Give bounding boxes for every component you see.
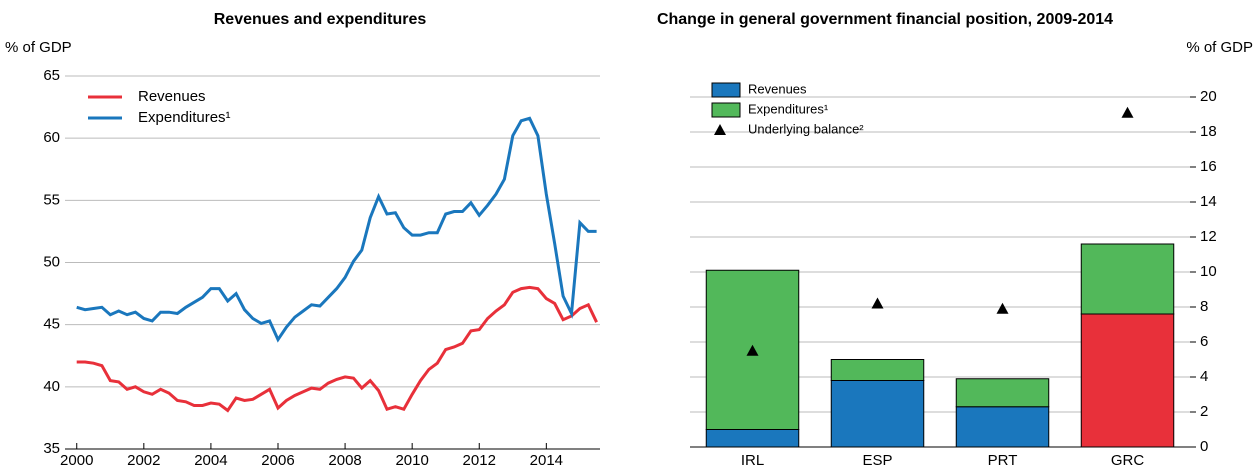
x-tick-label: 2002 — [127, 452, 160, 468]
x-tick-label: 2014 — [530, 452, 563, 468]
y-tick-label: 2 — [1200, 403, 1208, 420]
legend-label: Underlying balance² — [748, 121, 864, 136]
legend-label: Expenditures¹ — [138, 109, 231, 126]
y-tick-label: 40 — [43, 378, 60, 395]
line-series — [76, 116, 597, 343]
x-tick-label: 2006 — [261, 452, 294, 468]
y-tick-label: 0 — [1200, 438, 1208, 455]
y-tick-label: 60 — [43, 129, 60, 146]
bar-segment — [1080, 313, 1175, 448]
x-tick-label: 2010 — [395, 452, 428, 468]
y-tick-label: 8 — [1200, 298, 1208, 315]
legend-label: Revenues — [138, 88, 206, 105]
x-tick-label: 2012 — [463, 452, 496, 468]
y-tick-label: 65 — [43, 67, 60, 84]
x-tick-label: GRC — [1111, 452, 1145, 468]
y-tick-label: 10 — [1200, 263, 1217, 280]
y-tick-label: 14 — [1200, 193, 1217, 210]
x-tick-label: 2000 — [60, 452, 93, 468]
legend-swatch — [711, 102, 741, 118]
y-tick-label: 45 — [43, 316, 60, 333]
marker — [871, 297, 884, 309]
y-tick-label: 20 — [1200, 88, 1217, 105]
x-tick-label: PRT — [988, 452, 1018, 468]
bar-segment — [1080, 243, 1175, 315]
bar-segment — [705, 429, 800, 448]
legend-swatch — [711, 82, 741, 98]
line-series — [76, 285, 598, 413]
y-tick-label: 16 — [1200, 158, 1217, 175]
y-axis-label: % of GDP — [5, 39, 72, 56]
legend-label: Revenues — [748, 81, 807, 96]
y-tick-label: 4 — [1200, 368, 1208, 385]
x-tick-label: IRL — [741, 452, 764, 468]
y-tick-label: 12 — [1200, 228, 1217, 245]
y-axis-label: % of GDP — [1186, 39, 1253, 56]
marker — [746, 344, 759, 356]
y-tick-label: 6 — [1200, 333, 1208, 350]
y-tick-label: 55 — [43, 191, 60, 208]
marker — [1121, 106, 1134, 118]
y-tick-label: 35 — [43, 440, 60, 457]
y-tick-label: 50 — [43, 253, 60, 270]
bar-segment — [830, 359, 925, 381]
chart-title: Change in general government financial p… — [657, 11, 1113, 28]
x-tick-label: 2004 — [194, 452, 227, 468]
bar-segment — [955, 406, 1050, 448]
x-tick-label: 2008 — [328, 452, 361, 468]
bar-segment — [955, 378, 1050, 408]
marker — [996, 302, 1009, 314]
legend-swatch — [714, 124, 726, 135]
legend-label: Expenditures¹ — [748, 101, 829, 116]
chart-title: Revenues and expenditures — [214, 11, 427, 28]
bar-segment — [830, 380, 925, 448]
y-tick-label: 18 — [1200, 123, 1217, 140]
x-tick-label: ESP — [862, 452, 892, 468]
